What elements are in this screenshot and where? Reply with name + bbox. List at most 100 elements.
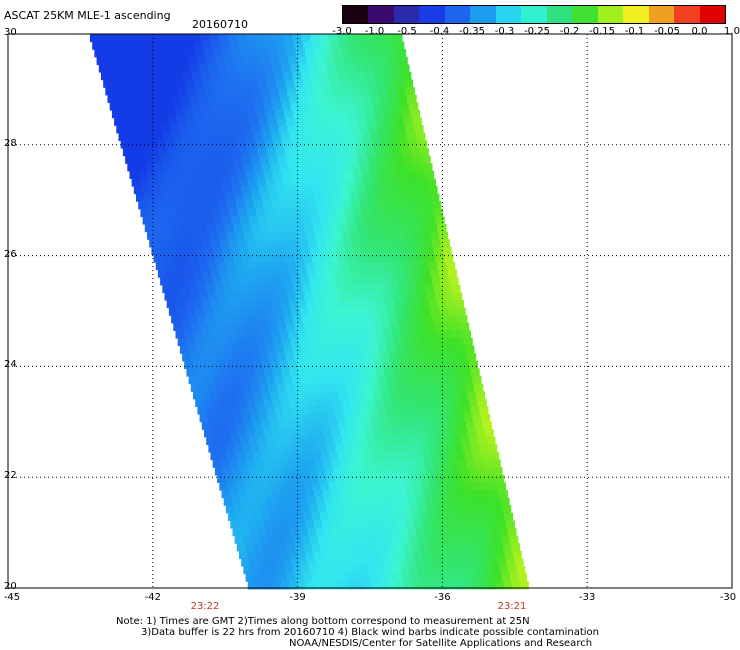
swath-cell (442, 566, 451, 575)
swath-cell (139, 110, 149, 119)
swath-cell (412, 376, 422, 385)
swath-cell (210, 391, 220, 400)
swath-cell (365, 110, 375, 119)
swath-cell (440, 239, 450, 248)
swath-cell (203, 307, 214, 316)
swath-cell (173, 231, 183, 240)
swath-cell (186, 277, 196, 286)
swath-cell (299, 239, 309, 248)
swath-cell (310, 414, 320, 423)
swath-cell (233, 353, 244, 362)
swath-cell (227, 391, 237, 400)
swath-cell (516, 566, 526, 575)
swath-cell (238, 110, 249, 119)
swath-cell (421, 414, 431, 423)
swath-cell (182, 322, 192, 331)
swath-cell (223, 315, 233, 324)
swath-cell (374, 429, 384, 438)
swath-cell (266, 345, 276, 354)
swath-cell (229, 398, 239, 407)
swath-cell (318, 102, 328, 111)
swath-cell (341, 49, 352, 58)
swath-cell (417, 140, 428, 149)
swath-cell (221, 148, 232, 157)
swath-cell (105, 56, 116, 65)
swath-cell (330, 360, 340, 369)
swath-cell (354, 353, 364, 362)
swath-cell (289, 581, 298, 590)
swath-cell (436, 474, 446, 483)
swath-cell (364, 322, 374, 331)
swath-cell (304, 292, 314, 301)
swath-cell (173, 322, 183, 331)
swath-cell (225, 444, 235, 453)
swath-cell (330, 490, 340, 499)
swath-cell (334, 239, 344, 248)
swath-cell (257, 376, 267, 385)
swath-cell (401, 368, 411, 377)
swath-cell (142, 216, 153, 225)
swath-cell (278, 292, 288, 301)
swath-cell (325, 307, 335, 316)
swath-cell (444, 436, 454, 445)
swath-cell (315, 528, 325, 537)
swath-cell (331, 429, 341, 438)
swath-cell (322, 262, 333, 271)
swath-cell (269, 512, 279, 521)
swath-cell (295, 573, 305, 582)
swath-cell (208, 231, 219, 240)
swath-cell (317, 406, 327, 415)
swath-cell (311, 543, 321, 552)
swath-cell (401, 110, 411, 119)
swath-cell (278, 193, 288, 202)
swath-cell (401, 262, 412, 271)
swath-cell (259, 505, 269, 514)
swath-cell (218, 201, 228, 210)
swath-cell (217, 231, 228, 240)
swath-cell (280, 581, 290, 590)
swath-cell (437, 581, 447, 590)
swath-cell (110, 72, 120, 81)
swath-cell (371, 383, 381, 392)
swath-cell (247, 178, 258, 187)
swath-cell (179, 315, 190, 324)
swath-cell (122, 148, 133, 157)
swath-cell (361, 239, 371, 248)
swath-cell (422, 163, 433, 172)
swath-cell (229, 338, 239, 347)
swath-cell (284, 216, 294, 225)
swath-cell (322, 459, 332, 468)
longitude-label: -39 (289, 592, 306, 603)
swath-cell (400, 398, 410, 407)
swath-cell (500, 497, 510, 506)
swath-cell (496, 550, 506, 559)
swath-cell (465, 345, 475, 354)
swath-cell (227, 201, 237, 210)
swath-cell (414, 421, 424, 430)
swath-cell (412, 193, 422, 202)
swath-cell (338, 550, 348, 559)
swath-cell (234, 193, 244, 202)
swath-cell (432, 528, 442, 537)
swath-cell (162, 224, 172, 233)
swath-cell (309, 566, 319, 575)
swath-cell (312, 452, 322, 461)
swath-cell (261, 231, 272, 240)
swath-cell (337, 353, 347, 362)
swath-cell (192, 360, 203, 369)
swath-cell (341, 87, 352, 96)
swath-cell (468, 573, 478, 582)
swath-cell (284, 505, 294, 514)
swath-cell (222, 117, 233, 126)
swath-cell (358, 155, 368, 164)
swath-cell (374, 72, 384, 81)
swath-cell (408, 178, 418, 187)
swath-cell (392, 566, 402, 575)
swath-cell (310, 315, 320, 324)
swath-cell (392, 148, 402, 157)
swath-cell (276, 254, 287, 263)
swath-cell (414, 277, 424, 286)
swath-cell (390, 216, 401, 225)
swath-cell (251, 505, 260, 514)
swath-cell (353, 383, 364, 392)
